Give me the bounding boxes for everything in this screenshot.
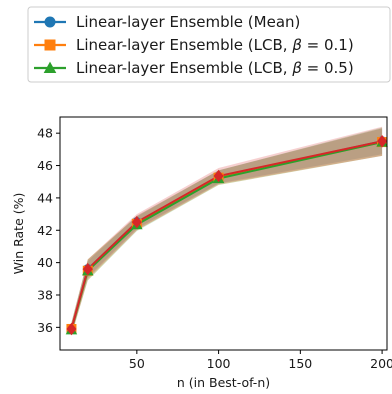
legend-label: Linear-layer Ensemble (Mean) [76, 13, 300, 31]
series-markers [65, 135, 388, 336]
y-tick-label: 42 [37, 223, 53, 238]
legend-label: Linear-layer Ensemble (LCB, β = 0.1) [76, 36, 354, 54]
y-tick-label: 36 [37, 320, 53, 335]
y-tick-label: 46 [37, 158, 53, 173]
y-tick-label: 40 [37, 255, 53, 270]
axes [59, 116, 388, 351]
x-axis-label: n (in Best-of-n) [177, 375, 270, 390]
legend-marker [44, 39, 56, 51]
point-series-4 [213, 169, 224, 183]
x-tick-label: 200 [370, 356, 392, 371]
y-tick-label: 38 [37, 287, 53, 302]
legend-box [27, 6, 391, 83]
y-tick-label: 48 [37, 126, 53, 141]
x-tick-label: 50 [129, 356, 145, 371]
x-tick-label: 150 [288, 356, 312, 371]
plot-frame [59, 116, 388, 351]
legend-label: Linear-layer Ensemble (LCB, β = 0.5) [76, 59, 354, 77]
ticks: 50 100 150 200 36 38 40 42 44 46 48 [37, 126, 392, 371]
point-series-4 [131, 215, 142, 229]
band-series-4 [71, 126, 383, 336]
point-series-4 [66, 322, 77, 336]
y-tick-label: 44 [37, 190, 53, 205]
y-axis-label: Win Rate (%) [11, 193, 26, 275]
x-tick-label: 100 [207, 356, 231, 371]
legend: Linear-layer Ensemble (Mean) Linear-layer… [27, 6, 391, 83]
point-series-4 [82, 262, 93, 276]
point-series-4 [377, 135, 388, 148]
legend-marker [44, 16, 56, 28]
legend-marker [43, 61, 57, 74]
confidence-bands [71, 126, 383, 336]
